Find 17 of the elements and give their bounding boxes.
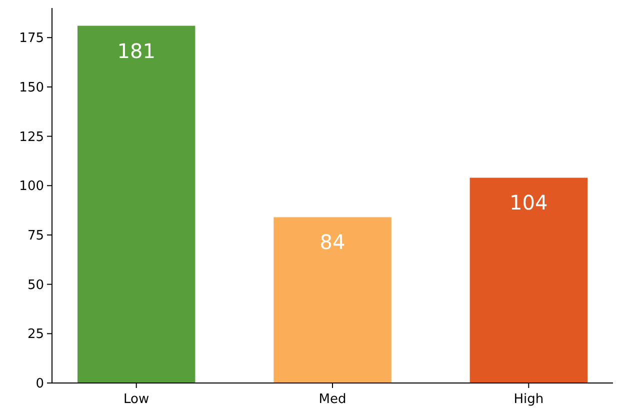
data-label: 84 (320, 230, 346, 254)
y-tick-label: 150 (19, 80, 44, 96)
y-tick-label: 75 (27, 228, 44, 244)
y-tick-label: 50 (27, 278, 44, 293)
x-tick-label: High (514, 392, 544, 407)
data-label: 181 (117, 38, 156, 63)
x-tick-label: Low (124, 392, 150, 407)
y-tick-label: 0 (36, 376, 44, 392)
y-tick-label: 175 (19, 31, 44, 46)
bar (78, 26, 196, 383)
bar (470, 178, 588, 383)
y-tick-label: 125 (19, 130, 44, 145)
x-tick-label: Med (318, 392, 346, 407)
y-tick-label: 100 (19, 179, 44, 194)
y-tick-label: 25 (27, 327, 44, 342)
bar (274, 217, 392, 383)
data-label: 104 (510, 190, 548, 215)
